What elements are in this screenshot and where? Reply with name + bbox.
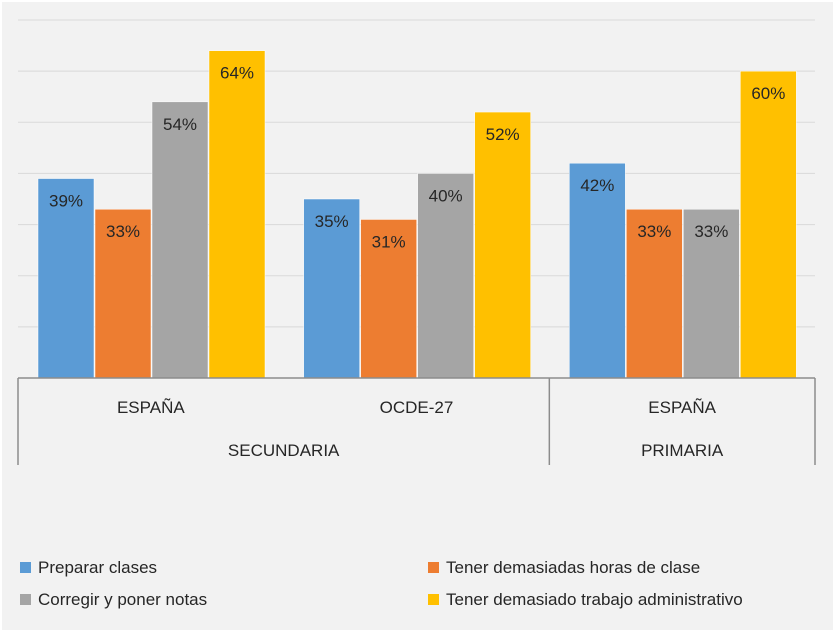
bar	[569, 162, 626, 379]
category-label: OCDE-27	[380, 398, 454, 417]
bar	[683, 208, 740, 379]
legend-swatch	[428, 594, 439, 605]
data-label: 33%	[637, 222, 671, 241]
bar	[94, 208, 152, 379]
data-label: 60%	[751, 84, 785, 103]
data-label: 52%	[486, 125, 520, 144]
data-label: 42%	[580, 176, 614, 195]
data-label: 33%	[106, 222, 140, 241]
data-label: 35%	[315, 212, 349, 231]
data-label: 40%	[429, 186, 463, 205]
bar	[37, 178, 95, 379]
bar	[474, 111, 531, 379]
bar	[208, 50, 266, 379]
legend-swatch	[428, 562, 439, 573]
data-label: 39%	[49, 192, 83, 211]
category-label: ESPAÑA	[117, 398, 185, 417]
legend-swatch	[20, 562, 31, 573]
group-label: PRIMARIA	[641, 441, 724, 460]
legend-label: Tener demasiadas horas de clase	[446, 558, 700, 577]
data-label: 54%	[163, 115, 197, 134]
data-label: 64%	[220, 64, 254, 83]
group-label: SECUNDARIA	[228, 441, 340, 460]
category-label: ESPAÑA	[648, 398, 716, 417]
legend-swatch	[20, 594, 31, 605]
bar	[303, 198, 360, 379]
legend-label: Preparar clases	[38, 558, 157, 577]
data-label: 33%	[694, 222, 728, 241]
data-label: 31%	[372, 232, 406, 251]
bar	[151, 101, 209, 379]
legend-label: Tener demasiado trabajo administrativo	[446, 590, 743, 609]
bar	[360, 219, 417, 379]
bar	[740, 70, 797, 379]
bar	[417, 173, 474, 379]
legend-label: Corregir y poner notas	[38, 590, 207, 609]
